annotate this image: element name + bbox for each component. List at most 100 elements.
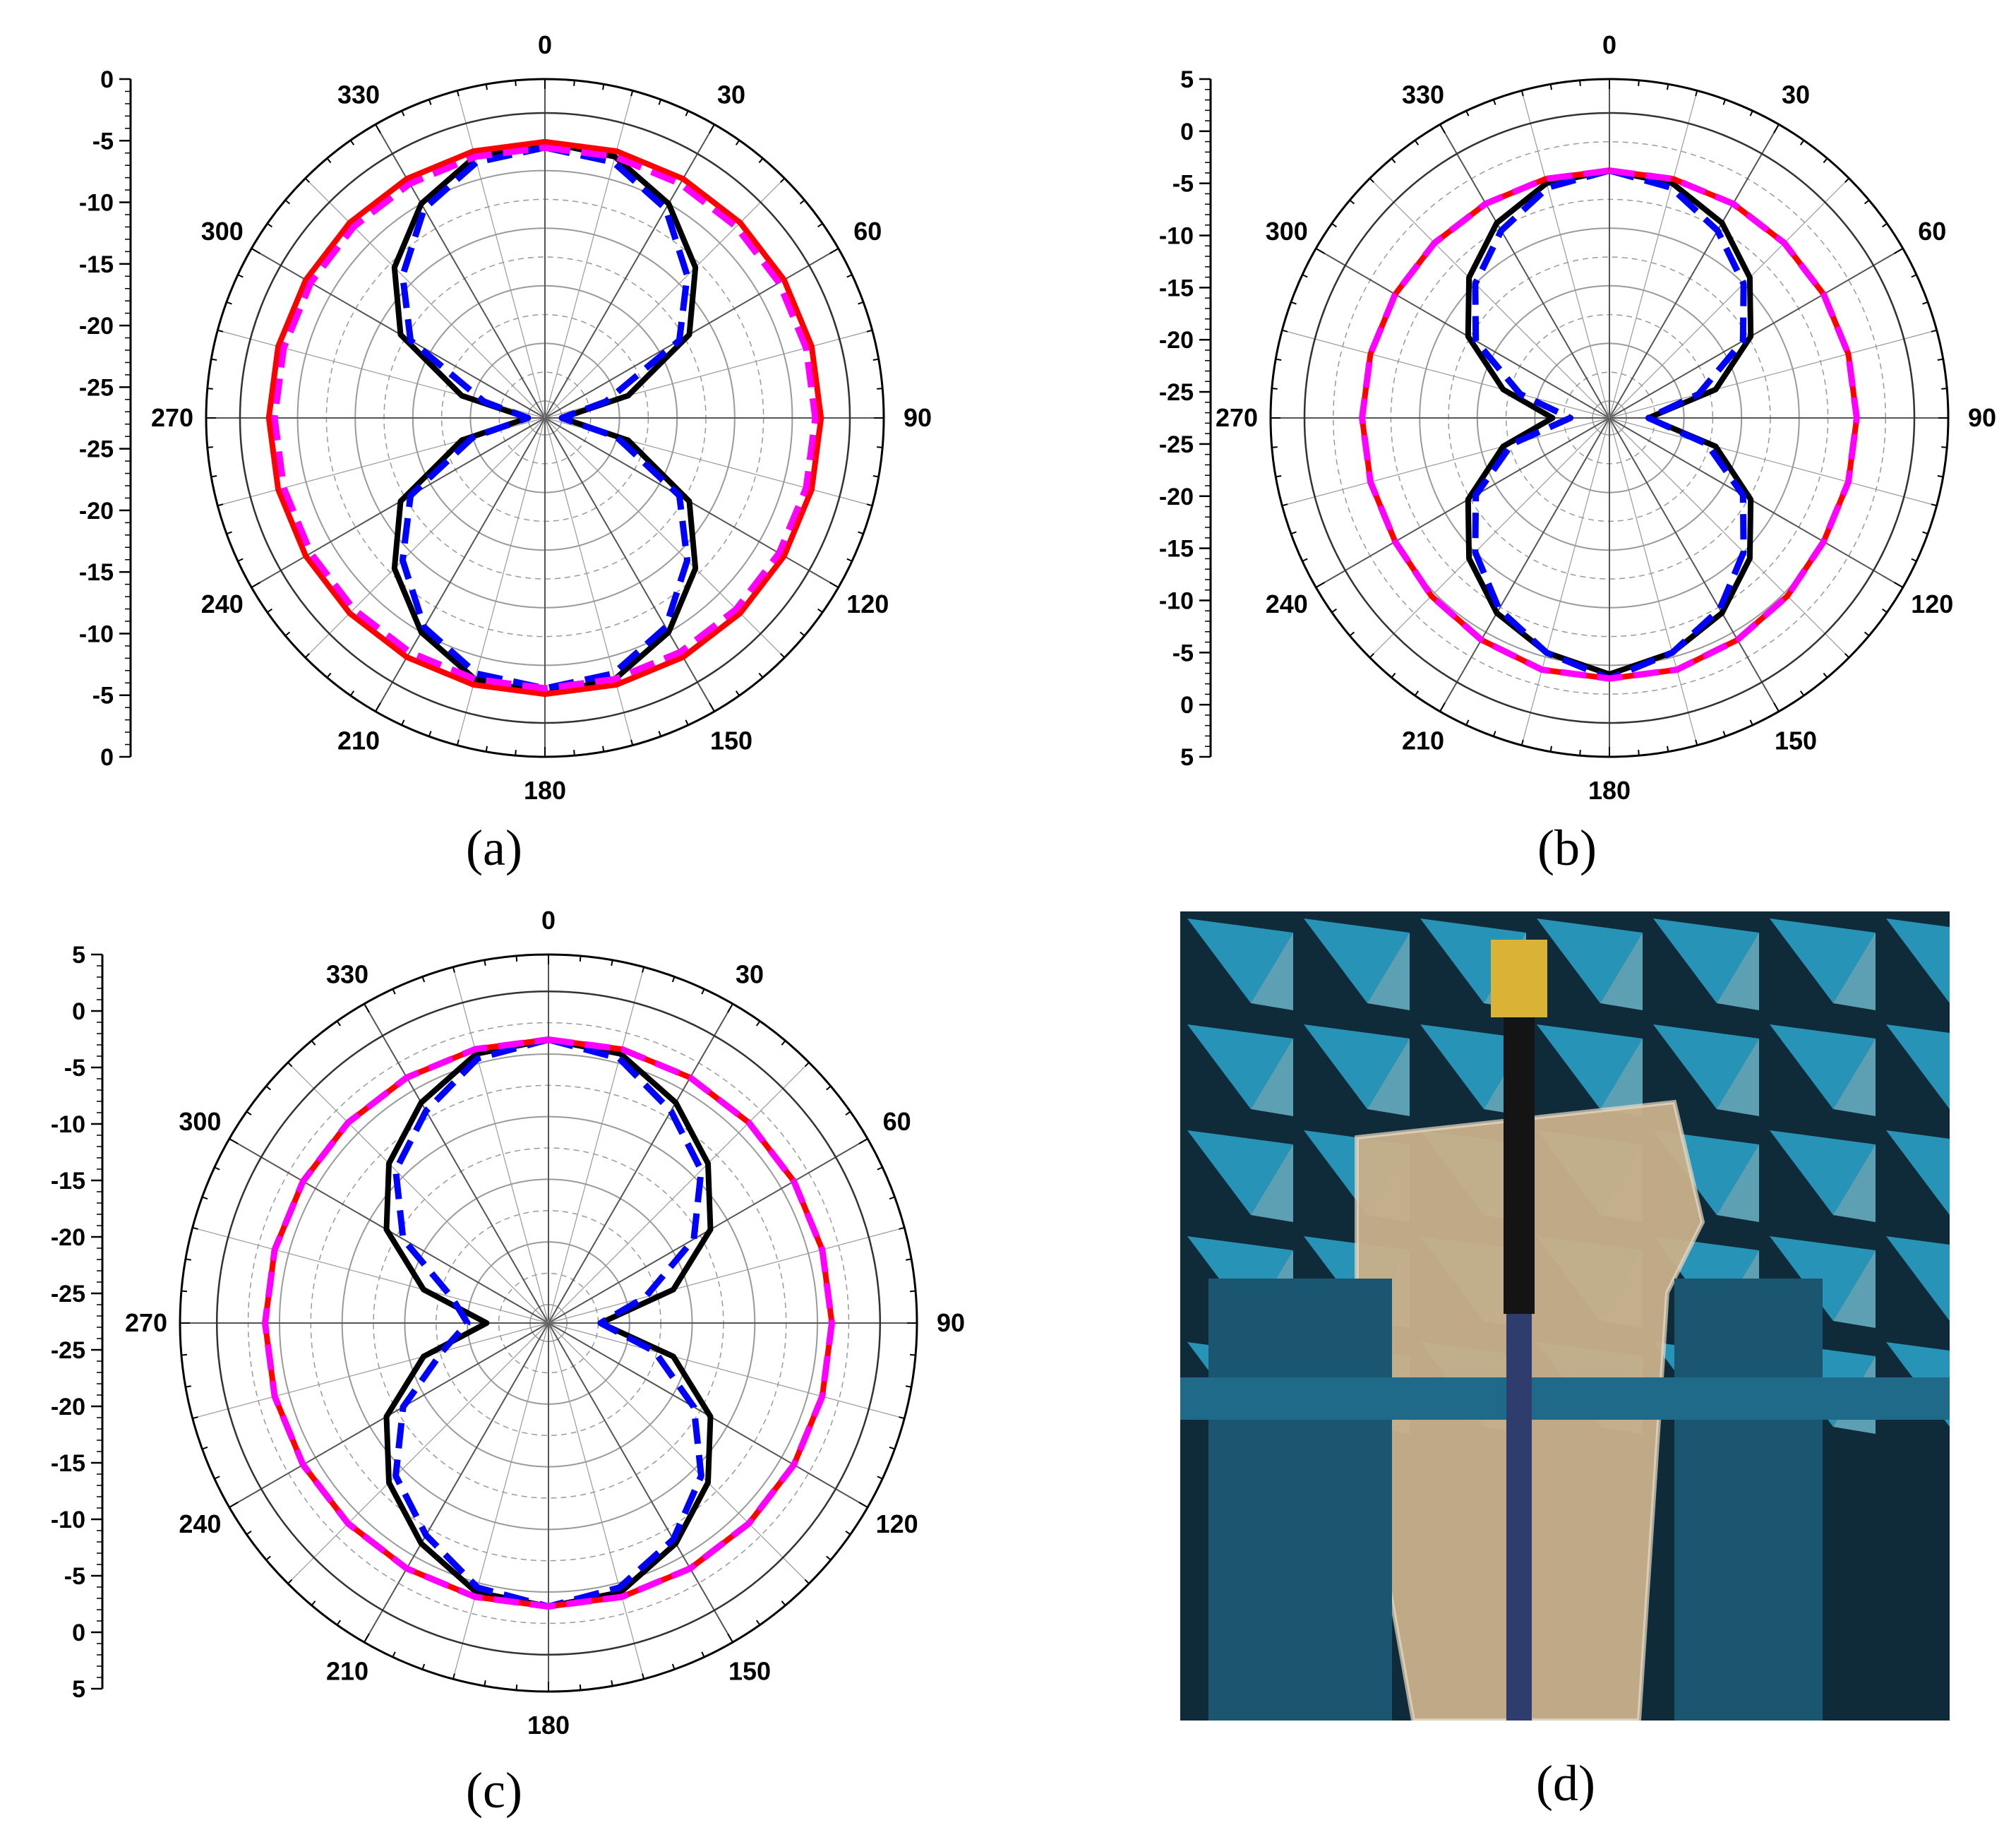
angle-tick: [1799, 140, 1805, 145]
angle-tick: [858, 1502, 868, 1508]
angle-tick: [1666, 84, 1669, 90]
angle-tick: [349, 690, 355, 696]
absorber-cone: [1537, 1024, 1643, 1109]
caption-a: (a): [466, 820, 522, 876]
series-line-0: [1465, 167, 1754, 677]
angle-tick: [311, 1600, 316, 1606]
angle-tick: [804, 1062, 810, 1067]
angle-tick: [1492, 731, 1496, 737]
grid-spoke: [548, 1322, 905, 1419]
angle-tick: [1844, 653, 1850, 659]
grid-spoke: [192, 1227, 549, 1324]
angle-tick: [515, 750, 517, 756]
radial-axis-label: -25: [79, 436, 114, 463]
angle-tick: [226, 301, 232, 305]
angle-tick: [685, 719, 689, 726]
angle-tick: [735, 690, 740, 696]
grid-spoke: [1521, 417, 1610, 746]
grid-spoke: [1609, 417, 1849, 658]
angle-tick: [181, 1353, 188, 1356]
angle-tick: [1941, 446, 1948, 448]
angle-tick: [1271, 446, 1278, 448]
radial-axis-label: 5: [1180, 66, 1194, 93]
angle-tick: [727, 1003, 733, 1013]
angle-tick: [392, 988, 396, 995]
grid-spoke: [1439, 124, 1610, 419]
angle-tick-label: 0: [538, 30, 552, 59]
angle-tick: [846, 558, 853, 562]
radial-axis-label: 5: [72, 1676, 85, 1703]
angle-tick: [709, 124, 715, 133]
grid-spoke: [1609, 90, 1698, 419]
angle-tick-label: 30: [736, 959, 764, 988]
angle-tick-label: 0: [541, 906, 556, 935]
grid-spoke: [457, 90, 546, 419]
absorber-cone-highlight: [1717, 933, 1759, 1010]
angle-tick: [1276, 358, 1282, 361]
stand-right: [1674, 1279, 1823, 1721]
grid-spoke: [548, 1322, 810, 1584]
angle-tick: [1282, 329, 1288, 333]
radial-axis-label: -15: [51, 1450, 85, 1477]
angle-tick: [226, 531, 232, 535]
antenna-body: [1504, 1017, 1535, 1314]
angle-tick: [1864, 199, 1870, 205]
angle-tick: [1331, 222, 1337, 228]
grid-spoke: [305, 178, 546, 419]
radial-axis-label: -15: [1159, 536, 1194, 563]
polar-plot-c: 0 30 60 90 120 150 180 210 240 270 300 330 5 0 -5 -10 -1…: [51, 906, 965, 1740]
angle-tick-label: 60: [853, 217, 882, 246]
angle-tick: [304, 177, 310, 183]
angle-tick: [826, 1555, 832, 1561]
grid-spoke: [544, 178, 785, 419]
angle-tick: [484, 1680, 486, 1687]
series-line-3: [1359, 167, 1860, 682]
absorber-cone: [1304, 1024, 1410, 1109]
grid-spoke: [544, 417, 633, 746]
absorber-cone-highlight: [1251, 933, 1293, 1010]
angle-tick: [899, 1226, 905, 1230]
angle-tick: [246, 1530, 252, 1536]
angle-tick: [758, 672, 764, 678]
angle-tick: [909, 1353, 916, 1356]
caption-c: (c): [466, 1762, 522, 1819]
angle-tick: [858, 531, 864, 535]
angle-tick: [237, 274, 244, 278]
caption-b: (b): [1537, 820, 1597, 876]
radial-axis-label: -15: [1159, 275, 1194, 301]
absorber-cone: [1187, 918, 1293, 1003]
angle-tick: [1931, 503, 1937, 507]
angle-tick: [217, 329, 224, 333]
radial-axis-label: 0: [100, 744, 114, 771]
angle-tick: [304, 653, 310, 659]
angle-tick: [866, 503, 872, 507]
angle-tick: [287, 1579, 293, 1584]
angle-tick-label: 180: [527, 1711, 570, 1740]
angle-tick: [485, 84, 488, 90]
angle-tick: [1349, 199, 1355, 205]
grid-spoke: [548, 1062, 810, 1324]
radial-axis-label: 0: [1180, 119, 1194, 145]
angle-tick: [845, 1530, 851, 1536]
radial-axis-label: -25: [51, 1281, 85, 1308]
angle-tick: [877, 1476, 883, 1480]
angle-tick: [601, 84, 605, 90]
angle-tick: [1414, 690, 1420, 696]
radial-axis-label: 5: [1180, 744, 1194, 771]
angle-tick: [826, 1085, 832, 1091]
angle-tick-label: 210: [337, 726, 380, 755]
angle-tick: [515, 80, 517, 86]
angle-tick: [1722, 731, 1727, 737]
angle-tick: [899, 1416, 905, 1420]
absorber-cone-highlight: [1367, 933, 1410, 1010]
angle-tick: [1638, 750, 1640, 756]
angle-tick: [1749, 719, 1753, 726]
absorber-cone: [1653, 1024, 1759, 1109]
angle-tick: [889, 1196, 895, 1200]
angle-tick: [685, 110, 689, 116]
angle-tick: [872, 358, 879, 361]
grid-spoke: [544, 124, 715, 419]
angle-tick-label: 330: [1402, 80, 1444, 109]
angle-tick: [1369, 653, 1374, 659]
angle-tick: [1773, 124, 1780, 133]
